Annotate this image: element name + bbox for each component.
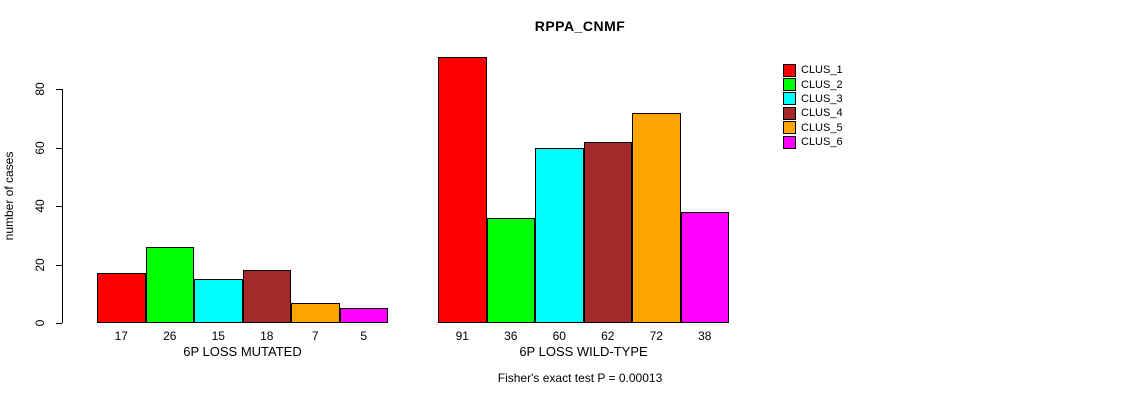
bar-value-label: 62 (601, 329, 615, 343)
legend-item-clus_4: CLUS_4 (783, 106, 843, 120)
x-axis-group-label: 6P LOSS WILD-TYPE (519, 344, 648, 359)
y-tick (56, 147, 62, 149)
bar-value-label: 36 (504, 329, 518, 343)
bar-value-label: 18 (260, 329, 274, 343)
legend-label: CLUS_2 (801, 78, 843, 91)
bar-value-label: 38 (698, 329, 712, 343)
y-tick-label: 20 (33, 257, 47, 272)
bar-value-label: 15 (211, 329, 225, 343)
y-axis-title: number of cases (2, 151, 16, 241)
legend-swatch (783, 106, 796, 120)
legend-swatch (783, 78, 796, 92)
footnote-fisher-test: Fisher's exact test P = 0.00013 (497, 371, 663, 385)
bar-CLUS_1 (438, 56, 487, 323)
legend-swatch (783, 63, 796, 77)
legend: CLUS_1 CLUS_2 CLUS_3 CLUS_4 CLUS_5 CLUS_6 (783, 63, 843, 149)
bar-CLUS_2 (486, 217, 535, 323)
legend-label: CLUS_4 (801, 107, 843, 120)
bar-CLUS_2 (145, 246, 194, 323)
bar-value-label: 7 (311, 329, 319, 343)
bar-CLUS_3 (194, 279, 243, 323)
y-tick-label: 60 (33, 140, 47, 155)
y-tick (56, 264, 62, 266)
bar-value-label: 17 (114, 329, 128, 343)
bar-CLUS_3 (535, 147, 584, 323)
bar-CLUS_5 (632, 112, 681, 323)
y-tick (56, 206, 62, 208)
bar-CLUS_5 (291, 302, 340, 323)
y-tick-label: 40 (33, 199, 47, 213)
bar-CLUS_4 (583, 141, 632, 323)
legend-swatch (783, 121, 796, 135)
x-axis-group-label: 6P LOSS MUTATED (183, 344, 302, 359)
bar-value-label: 26 (163, 329, 177, 343)
y-axis-line (62, 89, 63, 323)
bar-CLUS_4 (242, 270, 291, 323)
bar-CLUS_6 (339, 308, 388, 323)
legend-label: CLUS_5 (801, 121, 843, 134)
y-tick (56, 89, 62, 91)
bar-CLUS_6 (680, 211, 729, 323)
y-tick-label: 80 (33, 82, 47, 96)
legend-swatch (783, 92, 796, 106)
legend-item-clus_5: CLUS_5 (783, 121, 843, 135)
y-tick-label: 0 (33, 319, 47, 327)
legend-item-clus_6: CLUS_6 (783, 135, 843, 149)
bar-CLUS_1 (97, 273, 146, 323)
y-tick (56, 323, 62, 324)
legend-item-clus_1: CLUS_1 (783, 63, 843, 77)
legend-label: CLUS_3 (801, 92, 843, 105)
bar-value-label: 91 (455, 329, 469, 343)
legend-label: CLUS_1 (801, 64, 843, 77)
chart-title: RPPA_CNMF (534, 18, 626, 34)
bar-value-label: 72 (649, 329, 663, 343)
legend-label: CLUS_6 (801, 136, 843, 149)
legend-item-clus_3: CLUS_3 (783, 92, 843, 106)
legend-item-clus_2: CLUS_2 (783, 77, 843, 92)
bar-value-label: 60 (552, 329, 566, 343)
legend-swatch (783, 135, 796, 149)
bar-value-label: 5 (360, 329, 368, 343)
